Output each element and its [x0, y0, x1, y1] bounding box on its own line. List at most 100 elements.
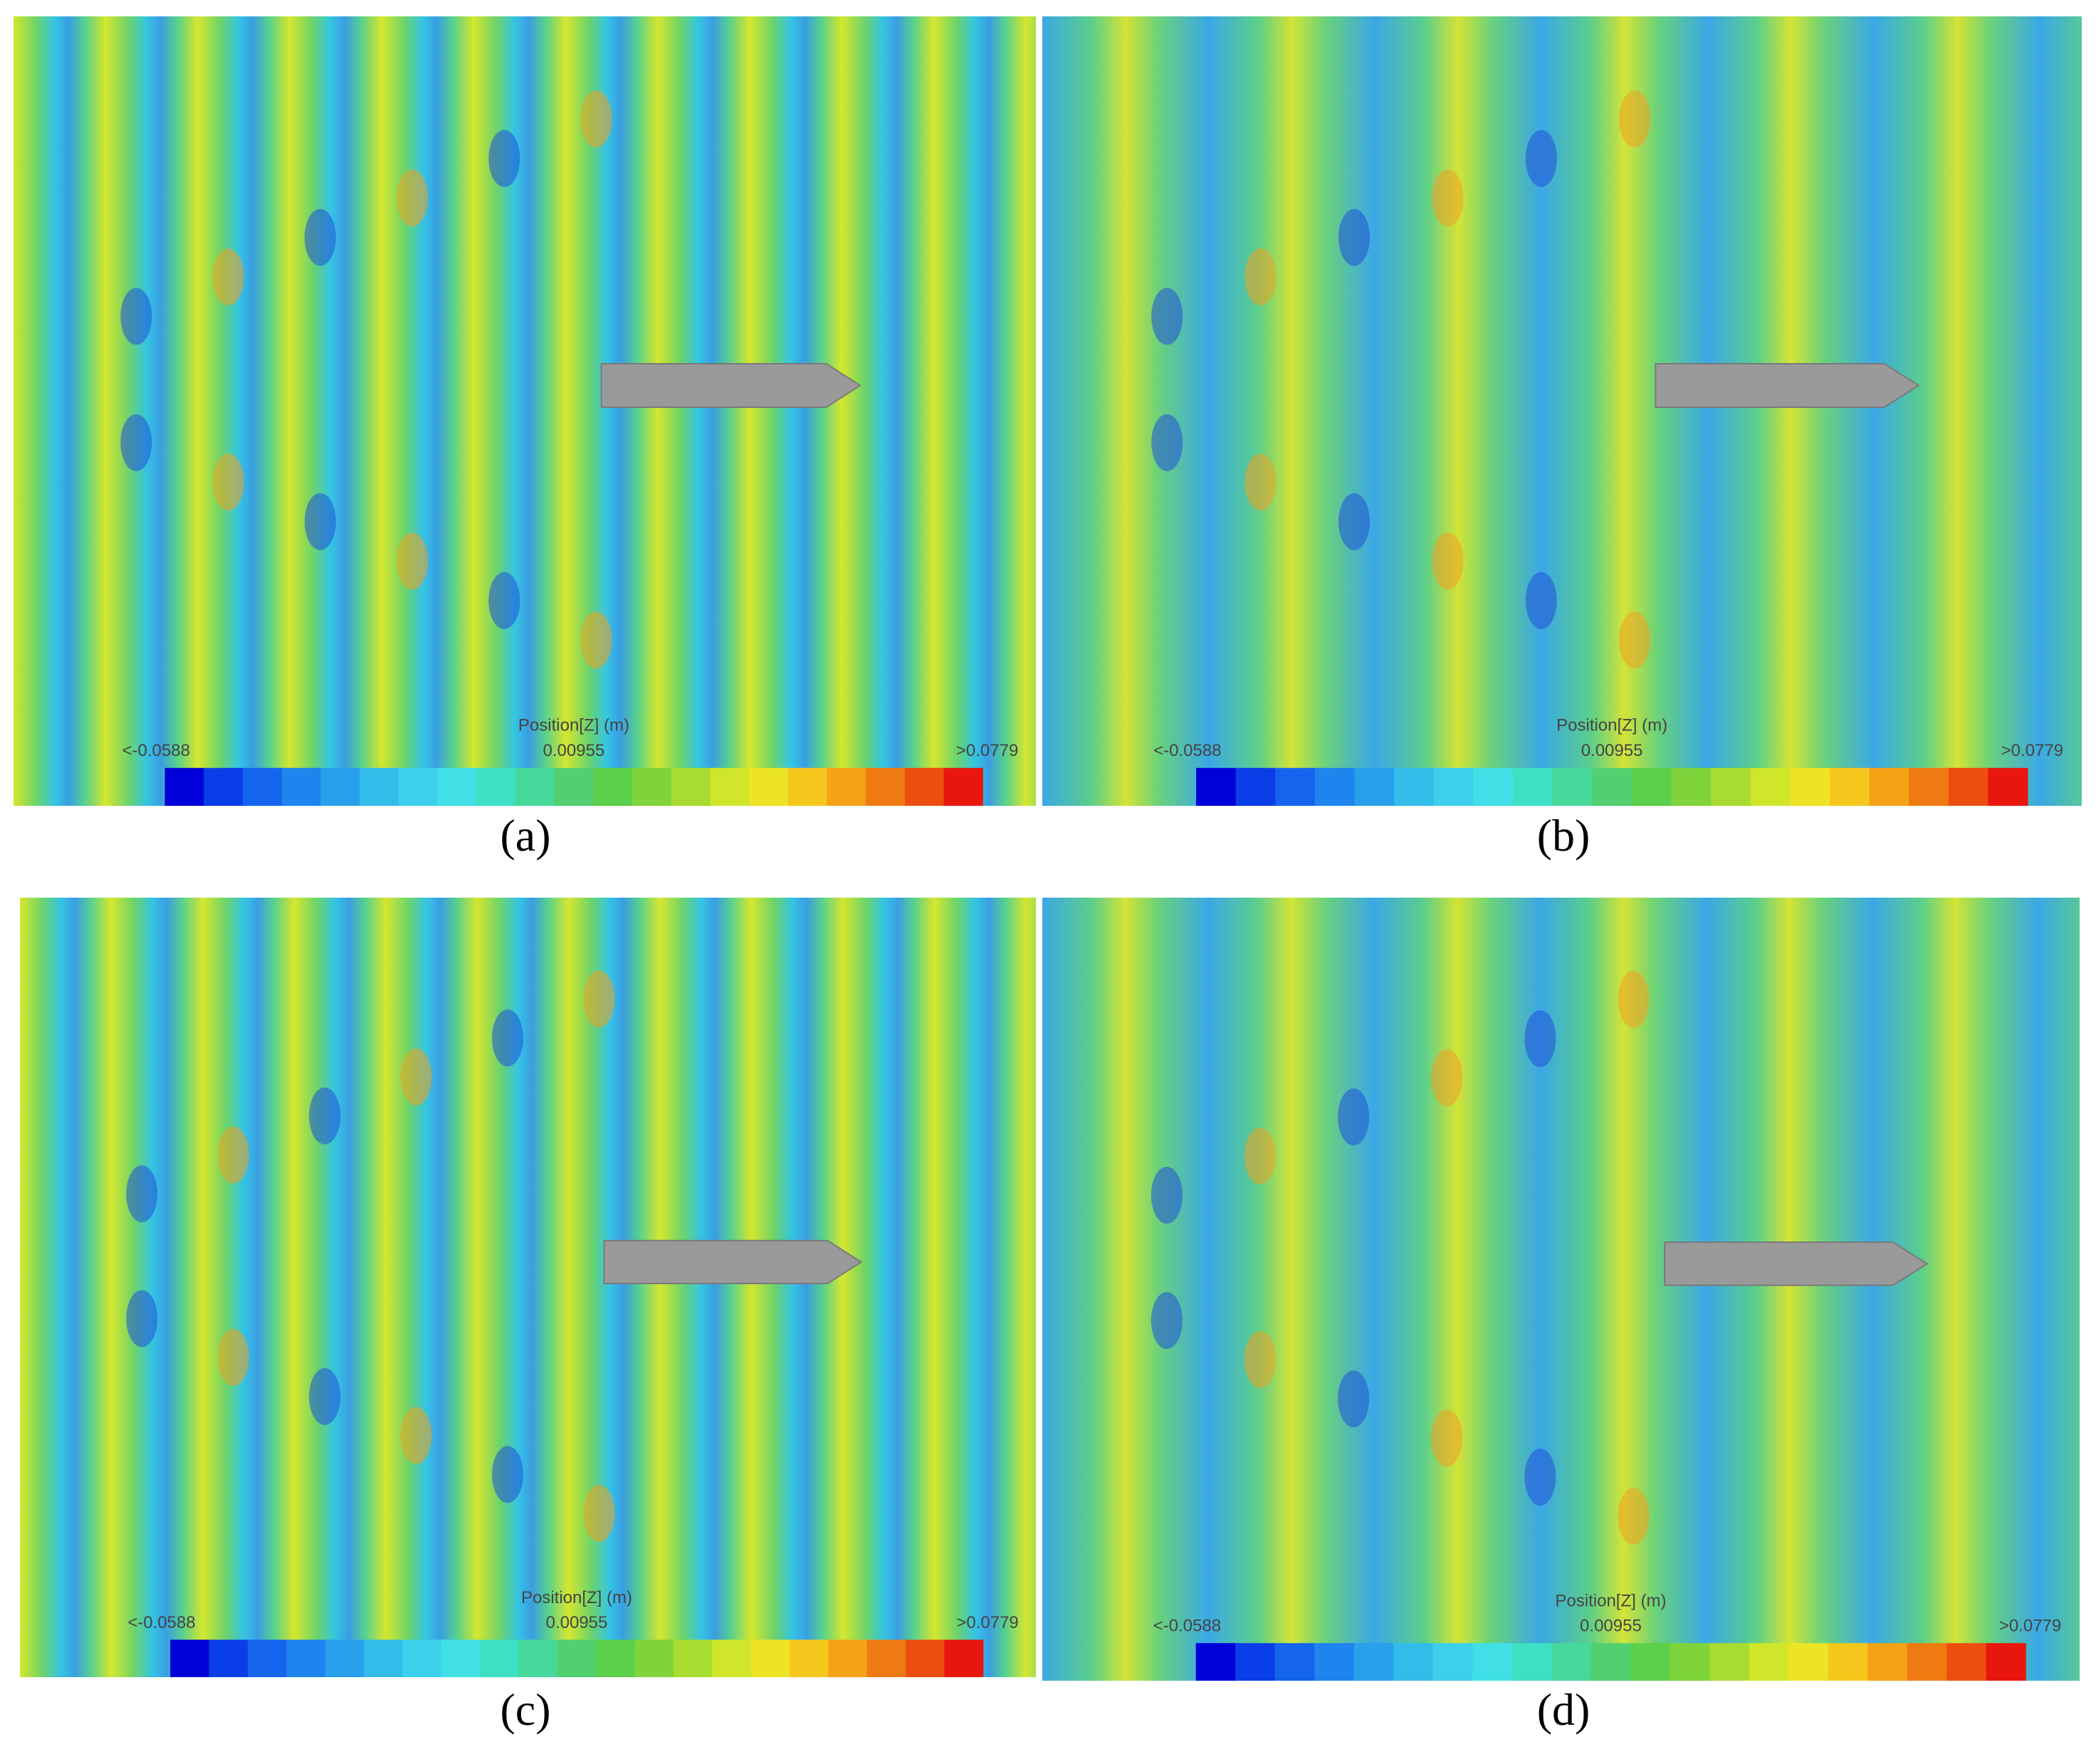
- colorbar-segment: [1353, 1643, 1394, 1681]
- colorbar-segment: [476, 767, 516, 806]
- wave-crest: [309, 1087, 341, 1145]
- wave-crest: [1244, 1128, 1276, 1185]
- wave-crest: [1338, 1370, 1370, 1427]
- wave-crest: [1151, 1167, 1183, 1224]
- colorbar-segment: [904, 767, 945, 806]
- colorbar-max: >0.0779: [956, 741, 1018, 760]
- colorbar-segment: [170, 1639, 210, 1677]
- colorbar-mid: 0.00955: [1581, 741, 1643, 760]
- wave-crest: [1618, 971, 1650, 1028]
- colorbar-segment: [1630, 1643, 1671, 1681]
- wave-crest: [304, 493, 336, 550]
- colorbar-segment: [787, 767, 828, 806]
- colorbar-segment: [1907, 1643, 1947, 1681]
- colorbar-segment: [1631, 767, 1672, 806]
- wave-crest: [488, 130, 520, 187]
- colorbar-segment: [518, 1639, 558, 1677]
- colorbar-segment: [402, 1639, 442, 1677]
- wave-crest: [1151, 288, 1183, 345]
- colorbar-segment: [1711, 767, 1751, 806]
- wave-crest: [580, 90, 612, 148]
- wave-crest: [397, 169, 429, 227]
- contour-field: [14, 16, 1036, 806]
- colorbar-segment: [364, 1639, 403, 1677]
- colorbar-title: Position[Z] (m): [521, 1588, 632, 1607]
- colorbar-segment: [437, 767, 477, 806]
- colorbar-segment: [1670, 1643, 1710, 1681]
- colorbar-segment: [1986, 1643, 2026, 1681]
- wave-crest: [488, 572, 520, 629]
- colorbar-segment: [164, 767, 204, 806]
- hull: [603, 1239, 863, 1285]
- colorbar-title: Position[Z] (m): [1555, 1592, 1666, 1611]
- wave-crest: [583, 970, 615, 1028]
- colorbar-segment: [1393, 1643, 1434, 1681]
- colorbar-segment: [1394, 767, 1435, 806]
- colorbar-segment: [671, 767, 711, 806]
- colorbar-segment: [480, 1639, 519, 1677]
- colorbar-segment: [1869, 767, 1909, 806]
- colorbar-segment: [712, 1639, 752, 1677]
- colorbar-segment: [943, 767, 983, 806]
- colorbar-segment: [1750, 767, 1791, 806]
- wave-crest: [1244, 1331, 1276, 1388]
- colorbar-segment: [710, 767, 750, 806]
- colorbar-segment: [1591, 1643, 1631, 1681]
- wave-crest: [1618, 1488, 1650, 1545]
- panel: Position[Z] (m) <-0.0588 0.00955 >0.0779: [1042, 16, 2082, 806]
- colorbar-segment: [325, 1639, 365, 1677]
- colorbar-segment: [596, 1639, 636, 1677]
- colorbar-segment: [554, 767, 594, 806]
- wave-crest: [400, 1048, 432, 1106]
- wave-crest: [1338, 1088, 1370, 1145]
- wave-crest: [309, 1367, 341, 1425]
- colorbar-segment: [944, 1639, 984, 1677]
- colorbar-segment: [1948, 767, 1988, 806]
- colorbar-segment: [827, 767, 866, 806]
- colorbar-mid: 0.00955: [543, 741, 605, 760]
- colorbar-segment: [286, 1639, 326, 1677]
- colorbar-segment: [1909, 767, 1949, 806]
- colorbar-segment: [557, 1639, 597, 1677]
- wave-crest: [1432, 169, 1464, 227]
- colorbar-mid: 0.00955: [1580, 1617, 1642, 1636]
- wave-crest: [1524, 1449, 1556, 1506]
- colorbar-title: Position[Z] (m): [1556, 716, 1667, 735]
- colorbar-segment: [204, 767, 243, 806]
- colorbar-segment: [1829, 767, 1870, 806]
- colorbar-segment: [360, 767, 399, 806]
- wave-crest: [1431, 1049, 1463, 1106]
- colorbar-segment: [515, 767, 555, 806]
- wave-crest: [1431, 1409, 1463, 1466]
- colorbar-segment: [1433, 767, 1474, 806]
- colorbar-mid: 0.00955: [546, 1613, 608, 1632]
- colorbar-min: <-0.0588: [127, 1613, 195, 1632]
- wave-crest: [217, 1126, 249, 1184]
- colorbar-max: >0.0779: [956, 1613, 1018, 1632]
- colorbar-segment: [1275, 767, 1316, 806]
- wave-crest: [1619, 611, 1651, 669]
- wave-crest: [583, 1485, 615, 1543]
- colorbar-segment: [320, 767, 360, 806]
- colorbar-segment: [673, 1639, 713, 1677]
- colorbar-segment: [242, 767, 283, 806]
- colorbar-segment: [1592, 767, 1633, 806]
- colorbar-segment: [441, 1639, 481, 1677]
- colorbar-segment: [593, 767, 633, 806]
- colorbar-segment: [866, 767, 906, 806]
- wave-crest: [126, 1165, 158, 1223]
- colorbar-segment: [1790, 767, 1830, 806]
- wave-crest: [1338, 493, 1370, 550]
- wave-crest: [1244, 248, 1277, 305]
- colorbar-segment: [1235, 1643, 1276, 1681]
- wave-crest: [1525, 572, 1557, 629]
- contour-field: [1042, 16, 2082, 806]
- colorbar-segment: [1513, 767, 1553, 806]
- colorbar-segment: [247, 1639, 287, 1677]
- colorbar-segment: [1314, 767, 1356, 806]
- panel-label: (c): [500, 1684, 550, 1735]
- panel-label: (b): [1537, 810, 1591, 861]
- colorbar-segment: [1432, 1643, 1473, 1681]
- colorbar-segment: [1354, 767, 1395, 806]
- colorbar-segment: [634, 1639, 674, 1677]
